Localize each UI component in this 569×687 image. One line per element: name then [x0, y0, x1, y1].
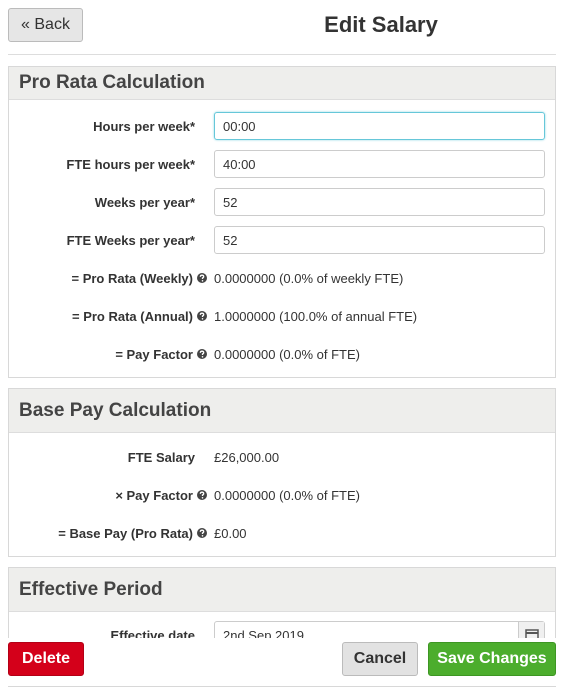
divider: [8, 54, 556, 55]
save-button[interactable]: Save Changes: [428, 642, 556, 676]
label-text: = Pro Rata (Weekly): [71, 270, 193, 286]
help-icon[interactable]: [197, 311, 207, 321]
label-text: Hours per week*: [93, 118, 195, 134]
section-title: Pro Rata Calculation: [9, 67, 555, 100]
field-label: = Base Pay (Pro Rata): [9, 519, 207, 547]
label-text: = Pro Rata (Annual): [72, 308, 193, 324]
field-label: Weeks per year*: [9, 188, 195, 216]
text-input[interactable]: 00:00: [214, 112, 545, 140]
delete-button[interactable]: Delete: [8, 642, 84, 676]
help-icon[interactable]: [197, 273, 207, 283]
label-text: × Pay Factor: [115, 487, 193, 503]
text-input[interactable]: 52: [214, 188, 545, 216]
field-value: 0.0000000 (0.0% of FTE): [214, 487, 360, 503]
help-icon[interactable]: [197, 490, 207, 500]
label-text: = Pay Factor: [115, 346, 193, 362]
section-title: Base Pay Calculation: [9, 389, 555, 433]
help-icon[interactable]: [197, 528, 207, 538]
field-label: FTE Salary: [9, 443, 195, 471]
field-label: = Pro Rata (Weekly): [9, 264, 207, 292]
label-text: Weeks per year*: [94, 194, 195, 210]
section: Base Pay Calculation FTE Salary £26,000.00…: [8, 388, 556, 557]
text-input[interactable]: 40:00: [214, 150, 545, 178]
field-label: = Pay Factor: [9, 340, 207, 368]
field-value: £26,000.00: [214, 449, 280, 465]
label-text: FTE Salary: [127, 449, 195, 465]
field-label: FTE Weeks per year*: [9, 226, 195, 254]
field-value: £0.00: [214, 525, 247, 541]
field-value: 1.0000000 (100.0% of annual FTE): [214, 308, 418, 324]
label-text: = Base Pay (Pro Rata): [58, 525, 193, 541]
field-value: 0.0000000 (0.0% of FTE): [214, 346, 360, 362]
field-label: FTE hours per week*: [9, 150, 195, 178]
page-title: Edit Salary: [324, 12, 438, 37]
section-title: Effective Period: [9, 568, 555, 612]
back-button[interactable]: « Back: [8, 8, 83, 42]
field-label: = Pro Rata (Annual): [9, 302, 207, 330]
label-text: FTE Weeks per year*: [66, 232, 195, 248]
field-label: × Pay Factor: [9, 481, 207, 509]
cancel-button[interactable]: Cancel: [342, 642, 418, 676]
section: Pro Rata Calculation Hours per week* 00:00…: [8, 66, 556, 378]
field-value: 0.0000000 (0.0% of weekly FTE): [214, 270, 404, 286]
field-label: Hours per week*: [9, 112, 195, 140]
text-input[interactable]: 52: [214, 226, 545, 254]
label-text: FTE hours per week*: [66, 156, 195, 172]
help-icon[interactable]: [197, 349, 207, 359]
